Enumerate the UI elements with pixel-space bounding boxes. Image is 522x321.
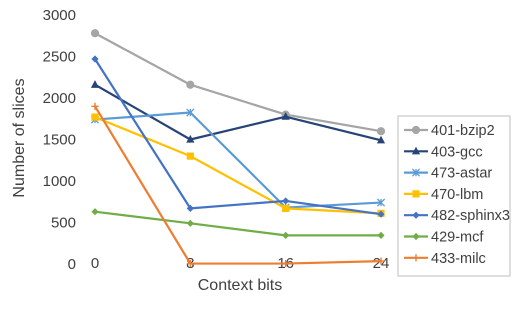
data-point: [282, 197, 290, 205]
data-point: [376, 127, 386, 136]
series-layer: [90, 29, 386, 268]
legend: 401-bzip2 403-gcc 473-astar 470-lbm 482-sphi…: [397, 115, 511, 277]
x-tick-label: 0: [91, 255, 99, 272]
legend-item: 401-bzip2: [404, 123, 495, 139]
y-tick-label: 3000: [43, 7, 76, 24]
series-429-mcf: [91, 208, 385, 239]
legend-label: 429-mcf: [431, 230, 484, 246]
data-point: [282, 204, 290, 212]
data-point: [412, 254, 420, 262]
series-line: [94, 116, 382, 215]
series-403-gcc: [90, 80, 386, 144]
series-line: [94, 105, 382, 265]
data-point: [412, 190, 420, 198]
data-point: [186, 80, 195, 89]
series-line: [94, 210, 381, 237]
x-axis-title: Context bits: [198, 277, 282, 294]
data-point: [412, 211, 420, 219]
series-401-bzip2: [90, 29, 386, 136]
data-point: [377, 257, 385, 265]
data-point: [90, 29, 100, 38]
legend-label: 470-lbm: [431, 187, 483, 203]
data-point: [186, 134, 195, 143]
legend-items: 401-bzip2 403-gcc 473-astar 470-lbm 482-sphi…: [404, 123, 510, 267]
legend-item: 482-sphinx3: [404, 208, 510, 224]
data-point: [90, 80, 100, 88]
data-point: [186, 204, 194, 212]
data-point: [282, 231, 290, 239]
legend-item: 403-gcc: [404, 144, 483, 160]
data-point: [377, 210, 385, 218]
data-point: [377, 231, 385, 239]
legend-item: 429-mcf: [404, 230, 484, 246]
y-tick-label: 1500: [43, 132, 76, 149]
legend-item: 470-lbm: [404, 187, 483, 203]
legend-label: 433-milc: [431, 251, 486, 267]
y-axis-ticks: 0 500 1000 1500 2000 2500 3000: [43, 7, 76, 273]
y-tick-label: 1000: [43, 173, 76, 190]
data-point: [412, 232, 420, 241]
series-482-sphinx3: [91, 55, 385, 218]
data-point: [282, 259, 290, 268]
y-tick-label: 500: [51, 215, 76, 232]
series-line: [94, 83, 382, 142]
legend-label: 403-gcc: [431, 144, 483, 160]
series-line: [94, 58, 382, 216]
legend-item: 433-milc: [404, 251, 486, 267]
legend-box: [397, 115, 511, 277]
data-point: [186, 108, 195, 117]
data-point: [186, 219, 194, 227]
series-line: [94, 111, 382, 209]
series-433-milc: [91, 102, 385, 268]
legend-label: 482-sphinx3: [431, 208, 510, 224]
y-tick-label: 2000: [43, 90, 76, 107]
data-point: [91, 102, 99, 110]
data-point: [91, 208, 99, 216]
y-axis-title: Number of slices: [11, 78, 28, 197]
data-point: [411, 125, 421, 135]
data-point: [186, 152, 194, 160]
data-point: [186, 259, 194, 268]
legend-item: 473-astar: [404, 166, 492, 182]
legend-label: 401-bzip2: [431, 123, 495, 139]
data-point: [411, 168, 421, 177]
series-line: [94, 32, 382, 133]
data-point: [411, 146, 421, 155]
legend-label: 473-astar: [431, 166, 492, 182]
data-point: [91, 113, 99, 121]
data-point: [376, 198, 386, 207]
data-point: [281, 112, 290, 120]
y-tick-label: 0: [68, 256, 76, 273]
data-point: [91, 55, 99, 63]
y-tick-label: 2500: [43, 49, 76, 66]
data-point: [376, 135, 386, 144]
